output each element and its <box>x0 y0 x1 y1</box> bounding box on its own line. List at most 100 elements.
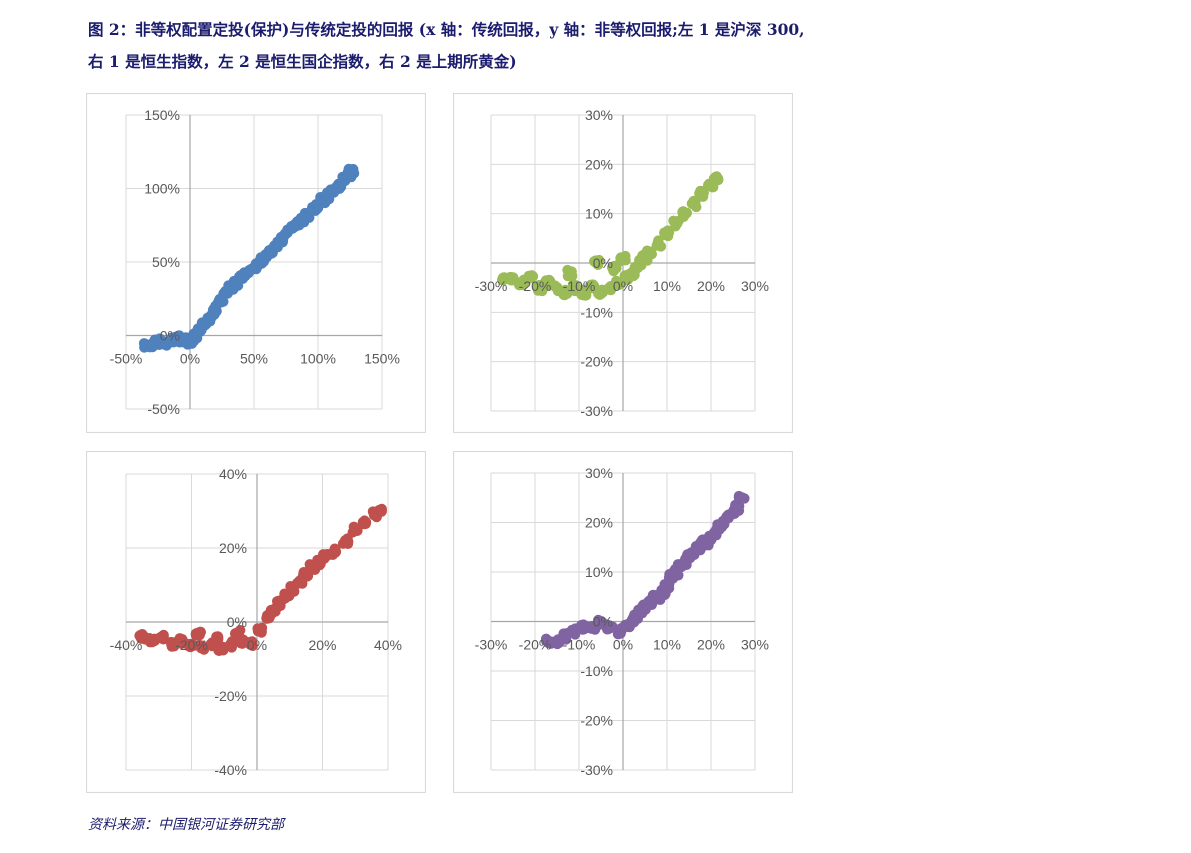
data-point <box>643 247 655 259</box>
figure-caption: 图 2：非等权配置定投(保护)与传统定投的回报 (x 轴：传统回报，y 轴：非等… <box>88 14 1178 78</box>
y-tick-label: -10% <box>580 663 613 679</box>
data-point <box>652 237 664 249</box>
data-point <box>231 627 243 639</box>
data-point <box>192 627 204 639</box>
y-tick-label: 0% <box>593 614 613 630</box>
y-tick-label: 0% <box>593 255 613 271</box>
data-point <box>604 282 616 294</box>
data-point <box>591 257 603 269</box>
x-tick-label: 0% <box>613 278 633 294</box>
x-tick-label: 0% <box>180 351 200 367</box>
data-point <box>679 208 691 220</box>
x-tick-label: -10% <box>563 637 596 653</box>
x-tick-label: -30% <box>475 278 508 294</box>
data-point <box>564 267 576 279</box>
data-point <box>542 635 554 647</box>
y-tick-label: -20% <box>214 688 247 704</box>
y-tick-label: 0% <box>227 614 247 630</box>
data-point <box>670 218 682 230</box>
x-tick-label: -20% <box>519 637 552 653</box>
x-tick-label: 30% <box>741 637 769 653</box>
data-point <box>613 625 625 637</box>
y-tick-label: 20% <box>585 515 613 531</box>
x-tick-label: 40% <box>374 637 402 653</box>
scatter-chart-hang-seng: -30% -20% -10% 0% 10% 20% 30%-30%-20%-10%0%10%… <box>453 93 793 433</box>
x-tick-label: -10% <box>563 278 596 294</box>
data-point <box>569 282 581 294</box>
data-point <box>687 198 699 210</box>
x-tick-label: -50% <box>110 351 143 367</box>
point-cloud <box>138 163 360 353</box>
data-point <box>359 516 371 528</box>
scatter-chart-hscei: -40% -20% 0% 20% 40% -40% -20% 0% 20% 40% <box>86 451 426 793</box>
data-point <box>608 262 620 274</box>
y-tick-label: -40% <box>214 762 247 778</box>
y-tick-label: 10% <box>585 206 613 222</box>
y-tick-label: 20% <box>585 156 613 172</box>
scatter-chart-shfe-gold: -30% -20% -10% 0% 10% 20% 30%-30%-20%-10%0%10%… <box>453 451 793 793</box>
data-point <box>709 173 721 185</box>
y-tick-label: 150% <box>144 107 180 123</box>
point-cloud <box>540 490 750 650</box>
data-point <box>525 272 537 284</box>
y-tick-label: -50% <box>147 401 180 417</box>
caption-line-2: 右 1 是恒生指数，左 2 是恒生国企指数，右 2 是上期所黄金) <box>88 52 517 71</box>
x-tick-label: 50% <box>240 351 268 367</box>
source-note: 资料来源：中国银河证券研究部 <box>88 817 284 833</box>
y-tick-label: -20% <box>580 354 613 370</box>
data-point <box>661 581 673 593</box>
y-tick-label: -10% <box>580 304 613 320</box>
x-tick-label: 0% <box>247 637 267 653</box>
scatter-chart-csi300: -50% 0% 50% 100% 150% -50% 0% 50% 100% 150% <box>86 93 426 433</box>
data-point <box>254 623 266 635</box>
y-tick-label: 30% <box>585 107 613 123</box>
point-cloud <box>134 503 387 657</box>
x-tick-label: 20% <box>697 637 725 653</box>
y-tick-label: 40% <box>219 466 247 482</box>
data-point <box>166 638 178 650</box>
data-point <box>375 505 387 517</box>
data-point <box>345 165 357 177</box>
data-point <box>349 524 361 535</box>
y-tick-label: 30% <box>585 465 613 481</box>
data-point <box>156 631 168 643</box>
x-tick-label: 0% <box>613 637 633 653</box>
x-tick-label: 30% <box>741 278 769 294</box>
data-point <box>186 638 197 650</box>
x-tick-label: 10% <box>653 637 681 653</box>
y-tick-label: -30% <box>580 403 613 419</box>
x-tick-label: -20% <box>519 278 552 294</box>
data-point <box>244 638 256 650</box>
y-tick-label: -20% <box>580 713 613 729</box>
data-point <box>215 296 227 308</box>
y-tick-label: 50% <box>152 254 180 270</box>
y-tick-label: 20% <box>219 540 247 556</box>
data-point <box>604 620 616 632</box>
data-point <box>617 252 629 264</box>
x-tick-label: 10% <box>653 278 681 294</box>
x-tick-label: 20% <box>697 278 725 294</box>
x-tick-label: 20% <box>308 637 336 653</box>
data-point <box>225 638 237 650</box>
data-point <box>516 277 528 289</box>
data-point <box>195 642 207 654</box>
y-tick-label: 100% <box>144 181 180 197</box>
y-tick-label: -30% <box>580 762 613 778</box>
data-point <box>577 287 589 299</box>
x-tick-label: 150% <box>364 351 400 367</box>
data-point <box>569 625 581 637</box>
x-tick-label: -40% <box>110 637 143 653</box>
y-tick-label: 0% <box>160 328 180 344</box>
y-tick-label: 10% <box>585 564 613 580</box>
data-point <box>696 188 708 200</box>
data-point <box>736 492 748 504</box>
data-point <box>613 277 625 289</box>
point-cloud <box>496 171 724 301</box>
x-tick-label: -20% <box>175 637 208 653</box>
data-point <box>212 631 224 643</box>
data-point <box>330 546 342 558</box>
data-point <box>339 535 351 547</box>
data-point <box>661 227 673 239</box>
caption-line-1: 图 2：非等权配置定投(保护)与传统定投的回报 (x 轴：传统回报，y 轴：非等… <box>88 20 805 39</box>
x-tick-label: 100% <box>300 351 336 367</box>
